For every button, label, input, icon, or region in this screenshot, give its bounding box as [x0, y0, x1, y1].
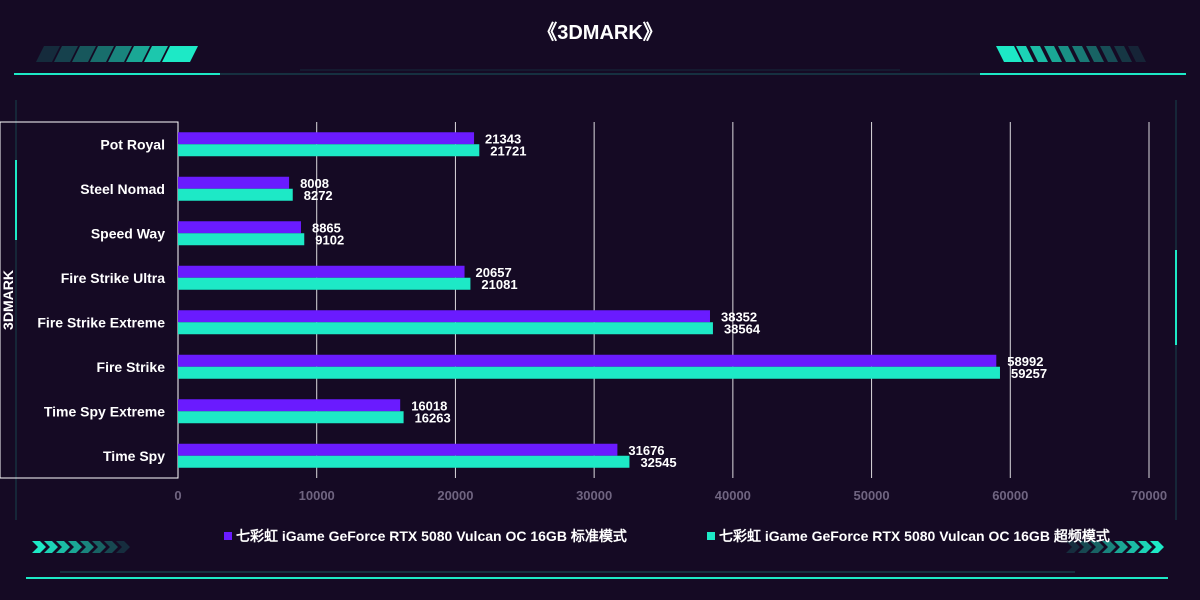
data-label: 38564: [724, 321, 761, 336]
data-label: 38352: [721, 309, 757, 324]
category-label: Pot Royal: [100, 136, 165, 152]
data-label: 16018: [411, 398, 447, 413]
category-label: Time Spy Extreme: [44, 403, 165, 419]
x-tick-label: 40000: [715, 488, 751, 503]
bar-standard: [178, 354, 997, 367]
legend-swatch-overclock: [707, 532, 715, 540]
chevron-decoration-bottom-right: [1066, 541, 1164, 553]
bar-overclock: [178, 366, 1000, 379]
x-tick-label: 10000: [299, 488, 335, 503]
data-label: 8272: [304, 188, 333, 203]
category-label: Fire Strike Ultra: [61, 270, 165, 286]
bar-overclock: [178, 277, 471, 290]
bar-standard: [178, 443, 618, 456]
bar-overclock: [178, 188, 293, 201]
x-tick-label: 20000: [437, 488, 473, 503]
bar-standard: [178, 399, 401, 412]
bar-standard: [178, 221, 301, 234]
data-label: 21081: [481, 277, 517, 292]
data-label: 31676: [628, 443, 664, 458]
bar-overclock: [178, 322, 713, 335]
stripe-decoration-top-right: [996, 46, 1146, 62]
bar-standard: [178, 310, 710, 323]
chevron-decoration-bottom-left: [32, 541, 130, 553]
category-label: Time Spy: [103, 448, 165, 464]
stripe-decoration-top-left: [36, 46, 198, 62]
legend-item-standard: 七彩虹 iGame GeForce RTX 5080 Vulcan OC 16G…: [224, 526, 627, 546]
data-label: 59257: [1011, 366, 1047, 381]
chart-legend: 七彩虹 iGame GeForce RTX 5080 Vulcan OC 16G…: [0, 526, 1200, 546]
category-label: Speed Way: [91, 225, 165, 241]
data-label: 16263: [415, 410, 451, 425]
category-label: Fire Strike Extreme: [37, 314, 165, 330]
data-label: 8008: [300, 176, 329, 191]
category-label: Fire Strike: [97, 359, 166, 375]
bar-standard: [178, 265, 465, 278]
legend-label-overclock: 七彩虹 iGame GeForce RTX 5080 Vulcan OC 16G…: [719, 528, 1110, 544]
bar-standard: [178, 176, 290, 189]
bar-overclock: [178, 233, 305, 246]
x-tick-label: 0: [174, 488, 181, 503]
legend-label-standard: 七彩虹 iGame GeForce RTX 5080 Vulcan OC 16G…: [236, 528, 627, 544]
bar-overclock: [178, 455, 630, 468]
category-axis-frame: [0, 121, 179, 479]
data-label: 21721: [490, 143, 526, 158]
x-tick-label: 60000: [992, 488, 1028, 503]
bar-standard: [178, 132, 475, 145]
legend-swatch-standard: [224, 532, 232, 540]
data-label: 9102: [315, 232, 344, 247]
x-tick-label: 30000: [576, 488, 612, 503]
legend-item-overclock: 七彩虹 iGame GeForce RTX 5080 Vulcan OC 16G…: [707, 526, 1110, 546]
category-label: Steel Nomad: [80, 181, 165, 197]
data-label: 21343: [485, 131, 521, 146]
y-axis-title: 3DMARK: [0, 270, 16, 330]
x-tick-label: 50000: [853, 488, 889, 503]
data-label: 8865: [312, 220, 341, 235]
data-label: 58992: [1007, 354, 1043, 369]
x-tick-label: 70000: [1131, 488, 1167, 503]
page-title: 《3DMARK》: [537, 22, 663, 44]
bar-overclock: [178, 144, 480, 157]
data-label: 32545: [640, 455, 676, 470]
bar-overclock: [178, 411, 404, 424]
data-label: 20657: [476, 265, 512, 280]
